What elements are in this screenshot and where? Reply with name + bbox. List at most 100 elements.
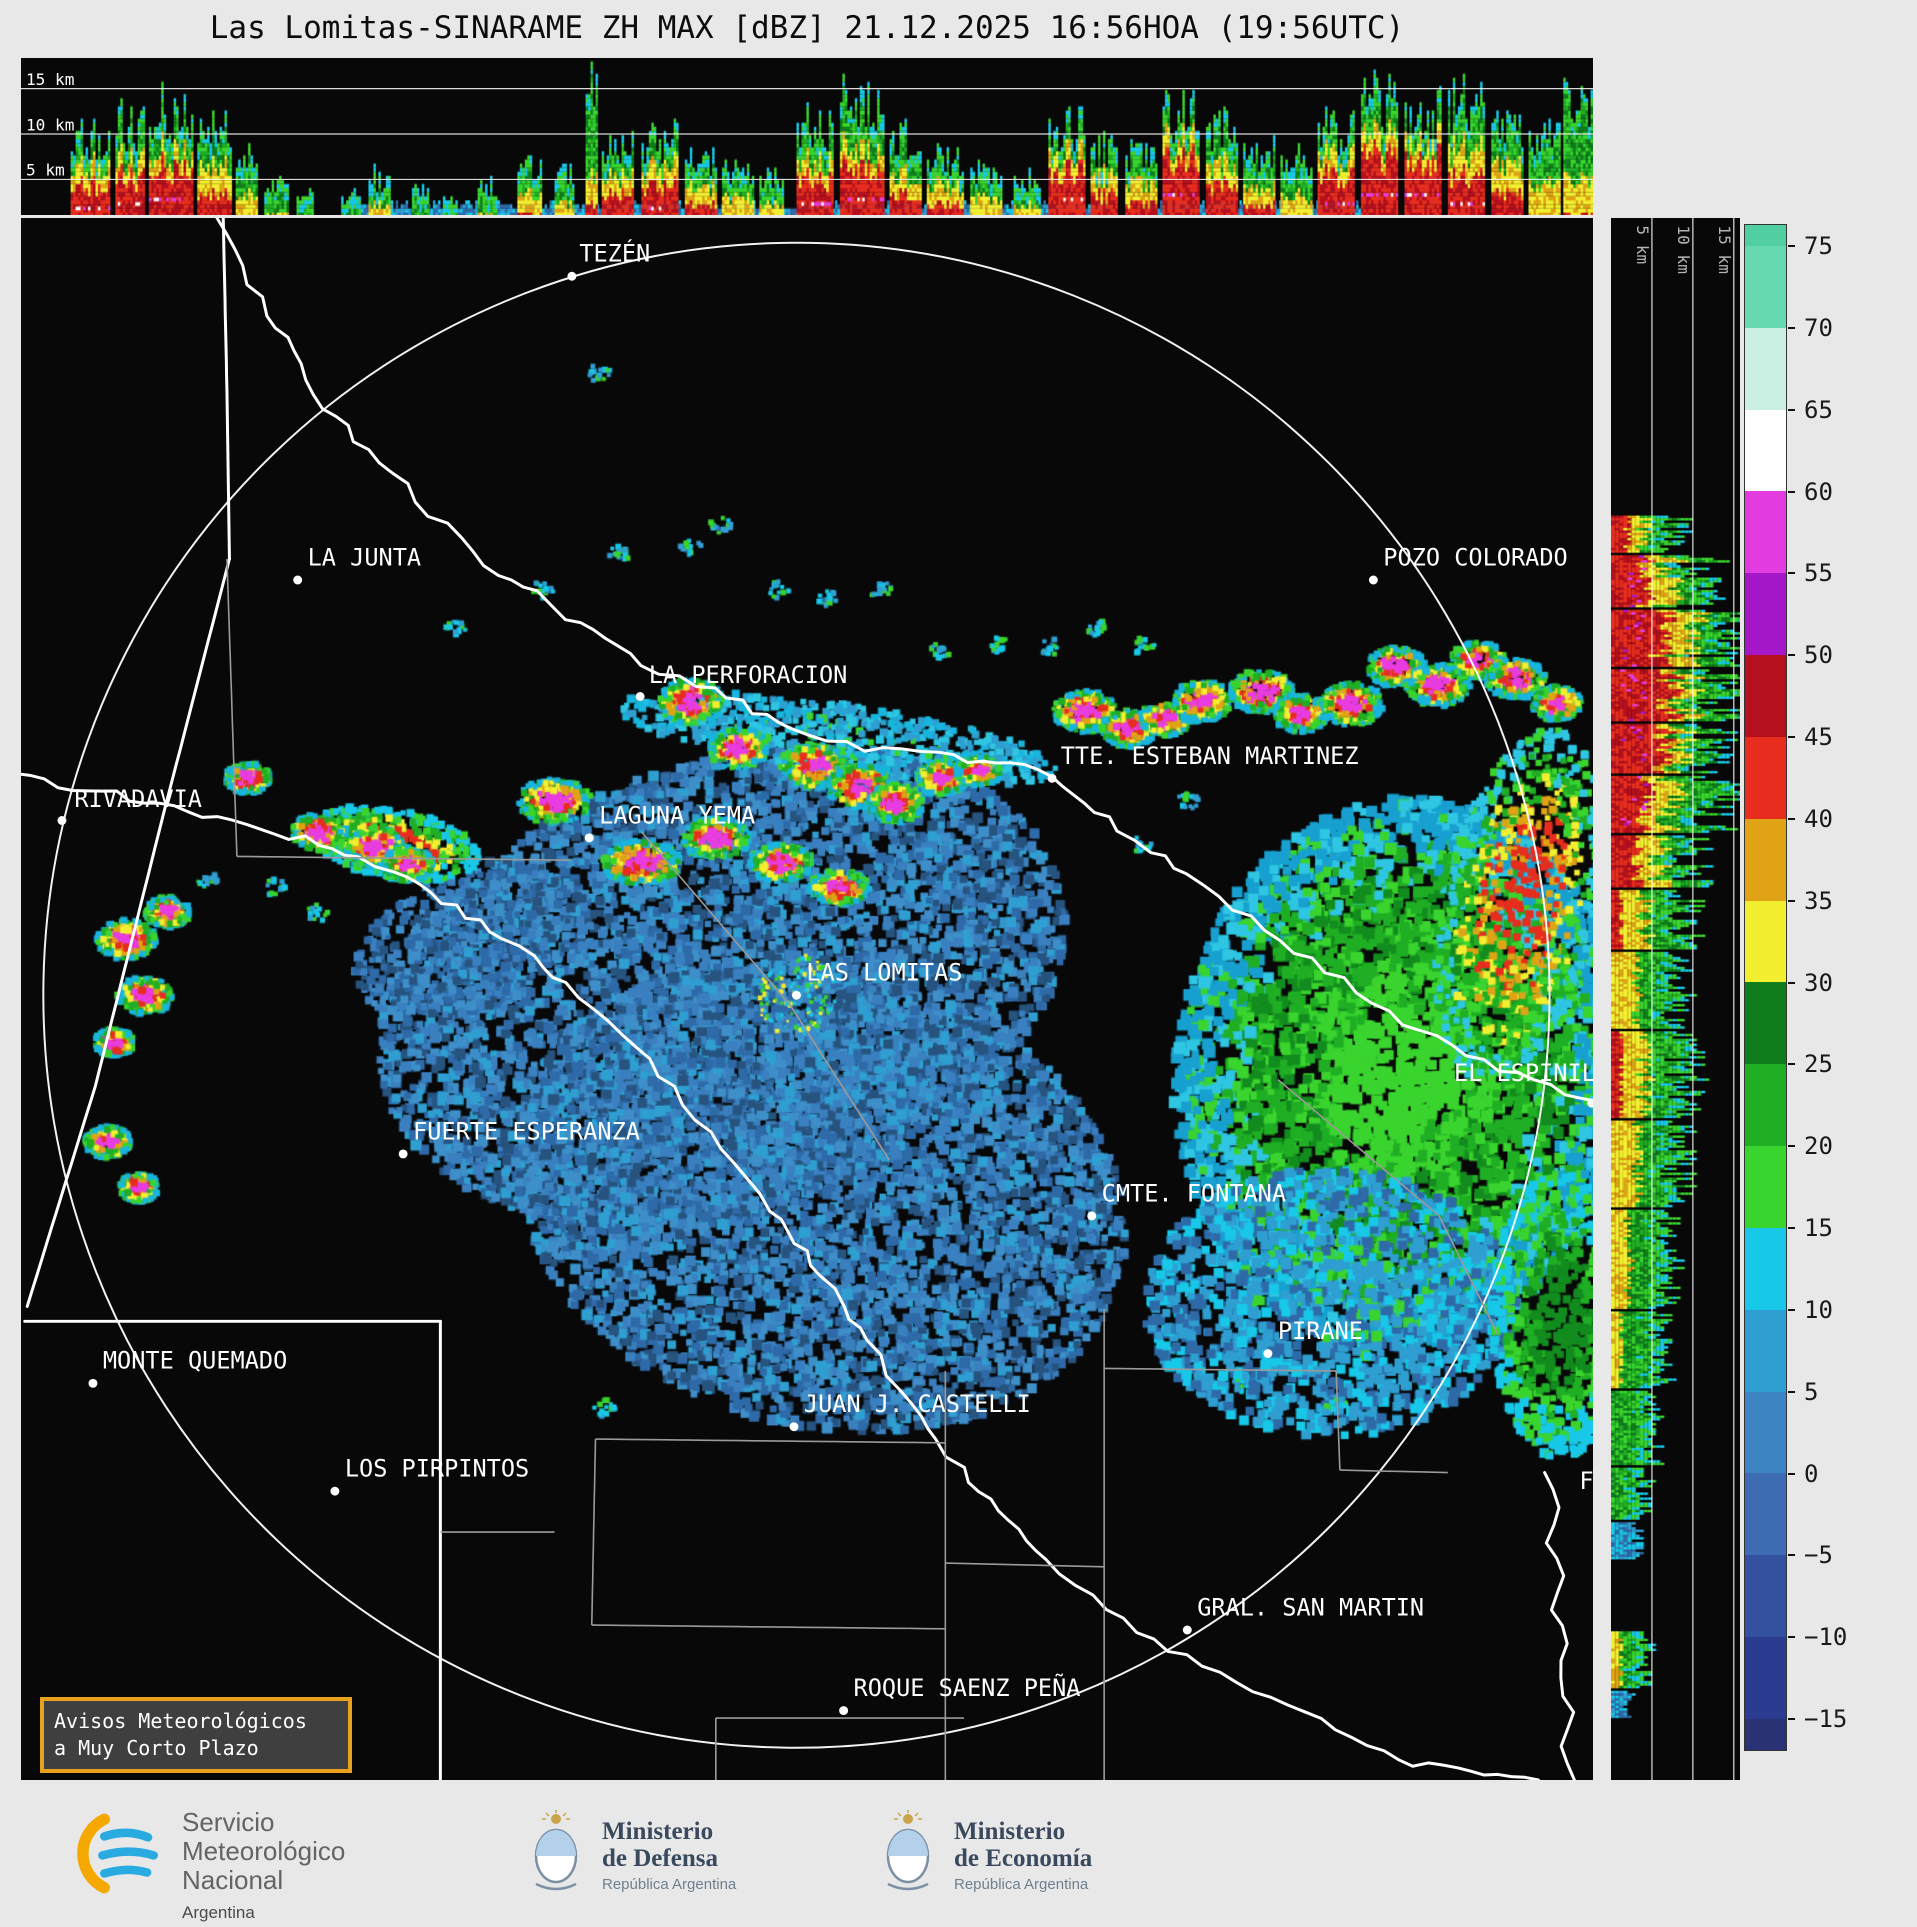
colorbar-segment xyxy=(1745,1555,1786,1638)
province-border xyxy=(221,218,231,561)
city-dot xyxy=(57,816,67,825)
defensa-line-3: República Argentina xyxy=(602,1876,737,1893)
top-cross-section-canvas xyxy=(21,58,1593,215)
radar-echoes-canvas xyxy=(21,218,1593,1780)
colorbar-segment xyxy=(1745,1637,1786,1719)
page-title: Las Lomitas-SINARAME ZH MAX [dBZ] 21.12.… xyxy=(209,10,1405,46)
colorbar-tick xyxy=(1788,326,1795,329)
top-cross-section-grid: 15 km 10 km 5 km xyxy=(21,70,1593,181)
colorbar-tick xyxy=(1788,245,1795,247)
colorbar-tick-label: 70 xyxy=(1804,313,1833,342)
colorbar-segment xyxy=(1745,1309,1786,1392)
department-border xyxy=(591,1624,946,1630)
colorbar-tick-label: 20 xyxy=(1804,1132,1833,1161)
colorbar-tick xyxy=(1788,1554,1795,1557)
colorbar-cap-top xyxy=(1745,225,1786,246)
colorbar-tick xyxy=(1788,572,1795,575)
right-cross-section-panel: 5 km 10 km 15 km xyxy=(1611,218,1740,1780)
colorbar-segment xyxy=(1745,1473,1786,1556)
smn-logo xyxy=(77,1813,158,1894)
colorbar-tick xyxy=(1788,736,1795,738)
city-label: FUERTE ESPERANZA xyxy=(413,1117,640,1145)
colorbar-segment xyxy=(1745,1391,1786,1474)
colorbar-tick xyxy=(1788,490,1795,493)
colorbar-segment xyxy=(1745,246,1786,328)
range-ring xyxy=(42,241,1551,1749)
colorbar-tick-label: 5 xyxy=(1804,1377,1819,1406)
colorbar: 75 70 65 60 55 50 45 40 35 30 25 20 15 10 5 0 −5 −10 −15 xyxy=(1744,224,1914,1751)
height-axis-label: 5 km xyxy=(26,161,65,180)
footer: Servicio Meteorológico Nacional Argentin… xyxy=(0,1795,1917,1922)
colorbar-tick-label: 40 xyxy=(1804,804,1833,833)
colorbar-segment xyxy=(1745,818,1786,901)
colorbar-tick xyxy=(1788,1718,1795,1720)
city-label: JUAN J. CASTELLI xyxy=(804,1390,1031,1418)
height-axis-label: 5 km xyxy=(1633,225,1652,264)
colorbar-tick xyxy=(1788,1145,1795,1148)
colorbar-tick-label: 55 xyxy=(1804,559,1833,588)
city-label: GRAL. SAN MARTIN xyxy=(1197,1593,1424,1621)
smn-name: Servicio Meteorológico Nacional Argentin… xyxy=(182,1808,345,1927)
colorbar-scale xyxy=(1744,224,1787,1751)
province-border xyxy=(25,557,231,1308)
city-dot xyxy=(1263,1349,1273,1359)
colorbar-tick-label: −5 xyxy=(1804,1541,1833,1570)
colorbar-segment xyxy=(1745,1146,1786,1228)
colorbar-segment xyxy=(1745,900,1786,983)
city-label: MONTE QUEMADO xyxy=(103,1347,287,1375)
right-cross-section-canvas xyxy=(1611,218,1740,1780)
colorbar-tick-label: 50 xyxy=(1804,641,1833,670)
department-border xyxy=(236,855,571,861)
colorbar-segment xyxy=(1745,1227,1786,1310)
economia-line-1: Ministerio xyxy=(954,1818,1066,1845)
smn-line-1: Servicio xyxy=(182,1807,275,1837)
colorbar-tick-label: 35 xyxy=(1804,886,1833,915)
city-dot xyxy=(1587,1098,1593,1108)
city-label: TTE. ESTEBAN MARTINEZ xyxy=(1061,742,1359,770)
colorbar-tick-label: 75 xyxy=(1804,232,1833,260)
department-border xyxy=(595,1438,946,1444)
city-label: EL ESPINILLO xyxy=(1454,1059,1593,1087)
colorbar-tick-label: 65 xyxy=(1804,395,1833,424)
department-border xyxy=(1339,1469,1448,1474)
economia-crest-icon xyxy=(886,1810,930,1891)
department-border xyxy=(945,1562,1105,1568)
colorbar-tick xyxy=(1788,817,1795,820)
colorbar-tick-label: 25 xyxy=(1804,1050,1833,1079)
colorbar-tick xyxy=(1788,1227,1795,1229)
smn-line-2: Meteorológico xyxy=(182,1836,346,1866)
city-label: POZO COLORADO xyxy=(1383,543,1567,571)
radar-map-panel: TEZÉN LA JUNTA POZO COLORADO LA PERFORACION… xyxy=(21,218,1593,1780)
city-label: TEZÉN xyxy=(579,240,650,268)
colorbar-tick-label: 45 xyxy=(1804,723,1833,751)
colorbar-tick xyxy=(1788,1308,1795,1311)
city-dot xyxy=(839,1706,849,1716)
warning-line-2: a Muy Corto Plazo xyxy=(54,1736,259,1760)
river-border xyxy=(21,772,1540,1780)
city-dot xyxy=(1182,1625,1192,1635)
defensa-line-2: de Defensa xyxy=(602,1845,718,1872)
city-dot xyxy=(789,1422,799,1432)
colorbar-segment xyxy=(1745,736,1786,819)
city-label: PIRANE xyxy=(1278,1317,1363,1345)
city-dot xyxy=(584,833,594,843)
city-dot xyxy=(635,692,645,701)
city-dot xyxy=(88,1378,98,1388)
city-label: CMTE. FONTANA xyxy=(1102,1179,1286,1207)
department-border xyxy=(226,558,238,857)
city-dot xyxy=(1368,575,1378,585)
economia-name: Ministerio de Economía República Argenti… xyxy=(954,1818,1092,1893)
colorbar-tick xyxy=(1788,1063,1795,1066)
colorbar-tick xyxy=(1788,899,1795,902)
colorbar-tick xyxy=(1788,1390,1795,1393)
colorbar-segment xyxy=(1745,982,1786,1065)
colorbar-tick-label: 0 xyxy=(1804,1459,1819,1488)
river-border xyxy=(1543,1471,1576,1780)
colorbar-tick xyxy=(1788,1636,1795,1639)
defensa-crest-icon xyxy=(534,1810,578,1891)
colorbar-segment xyxy=(1745,409,1786,492)
city-label: LOS PIRPINTOS xyxy=(345,1455,529,1483)
city-label: RIVADAVIA xyxy=(74,785,202,813)
smn-line-4: Argentina xyxy=(182,1903,255,1922)
colorbar-tick-label: −10 xyxy=(1804,1623,1848,1652)
